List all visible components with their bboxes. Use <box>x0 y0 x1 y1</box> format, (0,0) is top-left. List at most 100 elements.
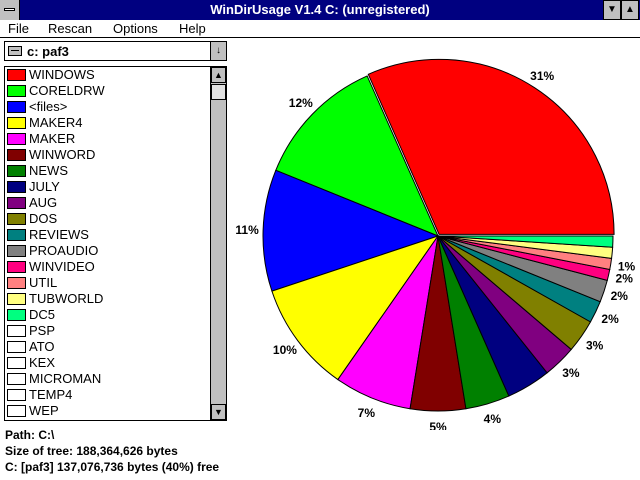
list-item[interactable]: UTIL <box>5 275 210 291</box>
minimize-button[interactable]: ▼ <box>603 0 621 20</box>
list-item[interactable]: PSP <box>5 323 210 339</box>
directory-list[interactable]: WINDOWS CORELDRW <files> MAKER4 MAKER WINWORD… <box>4 66 227 421</box>
list-item[interactable]: WINDOWS <box>5 67 210 83</box>
color-swatch <box>7 325 26 337</box>
directory-name: ATO <box>29 339 55 354</box>
pie-slice <box>271 235 440 381</box>
color-swatch <box>7 229 26 241</box>
scroll-down-button[interactable]: ▼ <box>211 404 226 420</box>
directory-name: WEP <box>29 403 59 418</box>
directory-name: AUG <box>29 195 58 210</box>
directory-name: MAKER4 <box>29 115 83 130</box>
pie-slice-label: 4% <box>484 412 502 426</box>
pie-slice-label: 1% <box>618 259 636 273</box>
directory-name: WINWORD <box>29 147 96 162</box>
pie-slice-label: 3% <box>562 366 580 380</box>
menu-help[interactable]: Help <box>179 21 206 36</box>
directory-name: JULY <box>29 179 60 194</box>
system-menu-button[interactable] <box>0 0 20 20</box>
menu-bar: File Rescan Options Help <box>0 20 640 38</box>
directory-name: KEX <box>29 355 56 370</box>
pie-slice <box>367 58 615 235</box>
pie-slice-label: 2% <box>616 272 634 286</box>
color-swatch <box>7 85 26 97</box>
minus-bar-icon <box>4 8 15 11</box>
list-item[interactable]: MAKER4 <box>5 115 210 131</box>
color-swatch <box>7 341 26 353</box>
directory-name: NEWS <box>29 163 68 178</box>
color-swatch <box>7 277 26 289</box>
directory-name: MAKER <box>29 131 76 146</box>
directory-name: <files> <box>29 99 68 114</box>
color-swatch <box>7 261 26 273</box>
window-title: WinDirUsage V1.4 C: (unregistered) <box>210 2 430 17</box>
color-swatch <box>7 133 26 145</box>
list-item[interactable]: AUG <box>5 195 210 211</box>
list-item[interactable]: NEWS <box>5 163 210 179</box>
status-tree-size: Size of tree: 188,364,626 bytes <box>5 444 178 458</box>
color-swatch <box>7 101 26 113</box>
color-swatch <box>7 69 26 81</box>
color-swatch <box>7 149 26 161</box>
pie-slice <box>262 169 440 292</box>
list-item[interactable]: TEMP4 <box>5 387 210 403</box>
list-item[interactable]: MAKER <box>5 131 210 147</box>
status-free-space: C: [paf3] 137,076,736 bytes (40%) free <box>5 460 220 474</box>
scroll-thumb[interactable] <box>211 84 226 100</box>
directory-name: DOS <box>29 211 58 226</box>
color-swatch <box>7 373 26 385</box>
color-swatch <box>7 213 26 225</box>
status-path: Path: C:\ <box>5 428 55 442</box>
pie-slice-label: 2% <box>601 312 619 326</box>
pie-slice-label: 7% <box>358 406 376 420</box>
directory-name: WINDOWS <box>29 67 95 82</box>
color-swatch <box>7 181 26 193</box>
pie-slice-label: 5% <box>429 420 447 430</box>
color-swatch <box>7 357 26 369</box>
pie-slice-label: 2% <box>611 289 629 303</box>
list-item[interactable]: WINWORD <box>5 147 210 163</box>
pie-slice <box>437 235 614 248</box>
title-bar: WinDirUsage V1.4 C: (unregistered) ▼ ▲ <box>0 0 640 20</box>
directory-name: DC5 <box>29 307 56 322</box>
pie-slice-label: 11% <box>235 223 259 237</box>
list-item[interactable]: <files> <box>5 99 210 115</box>
list-item[interactable]: WEP <box>5 403 210 419</box>
drive-label: c: paf3 <box>27 44 69 59</box>
color-swatch <box>7 309 26 321</box>
list-item[interactable]: PROAUDIO <box>5 243 210 259</box>
color-swatch <box>7 245 26 257</box>
pie-slice-label: 12% <box>289 96 313 110</box>
directory-name: UTIL <box>29 275 58 290</box>
list-item[interactable]: MICROMAN <box>5 371 210 387</box>
list-item[interactable]: KEX <box>5 355 210 371</box>
list-item[interactable]: ATO <box>5 339 210 355</box>
pie-slice-label: 3% <box>586 338 604 352</box>
color-swatch <box>7 405 26 417</box>
menu-options[interactable]: Options <box>113 21 158 36</box>
drive-dropdown-button[interactable]: ↓ <box>210 42 226 60</box>
list-item[interactable]: CORELDRW <box>5 83 210 99</box>
color-swatch <box>7 197 26 209</box>
directory-name: MICROMAN <box>29 371 102 386</box>
list-item[interactable]: JULY <box>5 179 210 195</box>
list-item[interactable]: TUBWORLD <box>5 291 210 307</box>
menu-rescan[interactable]: Rescan <box>48 21 93 36</box>
vertical-scrollbar[interactable]: ▲ ▼ <box>210 67 226 420</box>
maximize-button[interactable]: ▲ <box>621 0 639 20</box>
list-item[interactable]: DOS <box>5 211 210 227</box>
menu-file[interactable]: File <box>8 21 29 36</box>
list-item[interactable]: WINVIDEO <box>5 259 210 275</box>
color-swatch <box>7 165 26 177</box>
list-item[interactable]: DC5 <box>5 307 210 323</box>
pie-slice <box>275 75 439 237</box>
directory-name: PSP <box>29 323 56 338</box>
directory-name: REVIEWS <box>29 227 89 242</box>
directory-name: TUBWORLD <box>29 291 104 306</box>
pie-slice-label: 10% <box>273 343 297 357</box>
usage-pie-chart: 31%12%11%10%7%5%4%3%3%2%2%2%1% <box>235 58 636 430</box>
drive-selector[interactable]: c: paf3 ↓ <box>4 41 227 61</box>
list-item[interactable]: REVIEWS <box>5 227 210 243</box>
scroll-up-button[interactable]: ▲ <box>211 67 226 83</box>
directory-name: CORELDRW <box>29 83 105 98</box>
